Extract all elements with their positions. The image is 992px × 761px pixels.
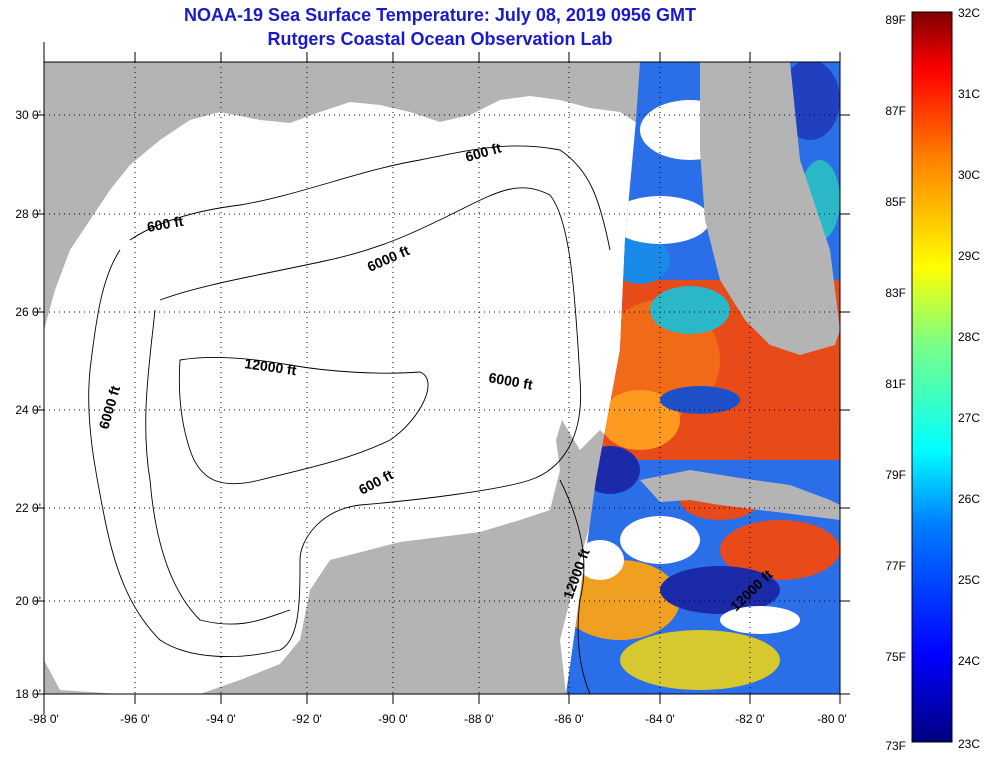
colorbar-f-label: 87F bbox=[885, 104, 906, 118]
colorbar-c-label: 25C bbox=[958, 573, 980, 587]
colorbar-f-label: 75F bbox=[885, 650, 906, 664]
sst-colorbar bbox=[911, 11, 953, 743]
lat-label: 22 0' bbox=[15, 501, 41, 515]
colorbar-c-label: 32C bbox=[958, 6, 980, 20]
map-title: NOAA-19 Sea Surface Temperature: July 08… bbox=[184, 5, 696, 25]
colorbar-c-label: 29C bbox=[958, 249, 980, 263]
contour-label: 6000 ft bbox=[487, 369, 534, 393]
map-area: 600 ft 600 ft 6000 ft 12000 ft 6000 ft 6… bbox=[44, 62, 840, 694]
lon-label: -94 0' bbox=[206, 712, 236, 726]
lat-label: 26 0' bbox=[15, 305, 41, 319]
map-subtitle: Rutgers Coastal Ocean Observation Lab bbox=[267, 29, 613, 49]
axis-ticks bbox=[34, 42, 850, 714]
lon-label: -98 0' bbox=[29, 712, 59, 726]
bathymetry-contours bbox=[88, 145, 611, 694]
colorbar-celsius-scale: 32C 31C 30C 29C 28C 27C 26C 25C 24C 23C bbox=[958, 6, 980, 751]
lat-label: 30 0' bbox=[15, 108, 41, 122]
colorbar-c-label: 23C bbox=[958, 737, 980, 751]
lon-label: -92 0' bbox=[292, 712, 322, 726]
lon-label: -84 0' bbox=[645, 712, 675, 726]
contour-label: 600 ft bbox=[146, 213, 185, 235]
lon-label: -82 0' bbox=[735, 712, 765, 726]
sst-data-overlay bbox=[566, 62, 840, 694]
contour-label: 12000 ft bbox=[244, 355, 298, 378]
lon-label: -86 0' bbox=[554, 712, 584, 726]
map-frame bbox=[43, 61, 841, 695]
lat-label: 18 0' bbox=[15, 687, 41, 701]
lat-lon-grid bbox=[44, 62, 840, 694]
colorbar-f-label: 79F bbox=[885, 468, 906, 482]
lon-label: -80 0' bbox=[817, 712, 847, 726]
colorbar-c-label: 31C bbox=[958, 87, 980, 101]
lon-label: -90 0' bbox=[378, 712, 408, 726]
colorbar-c-label: 28C bbox=[958, 330, 980, 344]
lon-label: -96 0' bbox=[120, 712, 150, 726]
lon-label: -88 0' bbox=[464, 712, 494, 726]
colorbar-f-label: 81F bbox=[885, 377, 906, 391]
colorbar-f-label: 85F bbox=[885, 195, 906, 209]
colorbar-f-label: 83F bbox=[885, 286, 906, 300]
lat-label: 24 0' bbox=[15, 403, 41, 417]
lat-label: 20 0' bbox=[15, 594, 41, 608]
colorbar-c-label: 26C bbox=[958, 492, 980, 506]
colorbar-fahrenheit-scale: 89F 87F 85F 83F 81F 79F 77F 75F 73F bbox=[885, 13, 906, 753]
colorbar-c-label: 24C bbox=[958, 654, 980, 668]
colorbar-f-label: 77F bbox=[885, 559, 906, 573]
colorbar-f-label: 89F bbox=[885, 13, 906, 27]
lat-label: 28 0' bbox=[15, 207, 41, 221]
colorbar-c-label: 30C bbox=[958, 168, 980, 182]
colorbar-c-label: 27C bbox=[958, 411, 980, 425]
colorbar-f-label: 73F bbox=[885, 739, 906, 753]
